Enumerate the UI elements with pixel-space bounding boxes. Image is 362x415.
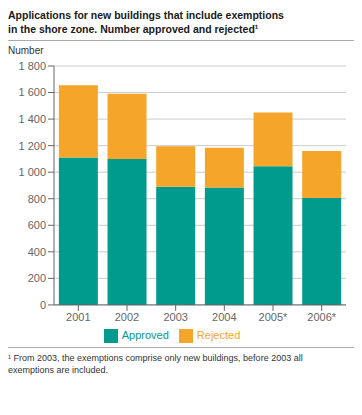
svg-text:400: 400: [28, 246, 46, 258]
svg-text:800: 800: [28, 193, 46, 205]
svg-text:2001: 2001: [66, 311, 90, 323]
svg-text:1 400: 1 400: [18, 113, 46, 125]
svg-text:2004: 2004: [212, 311, 236, 323]
svg-text:0: 0: [40, 299, 46, 311]
svg-text:1 200: 1 200: [18, 140, 46, 152]
svg-text:2003: 2003: [163, 311, 187, 323]
html-text:Number: Number: [8, 45, 44, 56]
svg-text:1 800: 1 800: [18, 60, 46, 72]
html-text:¹ From 2003, the exemptions co: ¹ From 2003, the exemptions comprise onl…: [8, 353, 303, 375]
svg-text:1 000: 1 000: [18, 166, 46, 178]
svg-text:2005*: 2005*: [259, 311, 288, 323]
svg-text:200: 200: [28, 272, 46, 284]
svg-text:2002: 2002: [115, 311, 139, 323]
html-text:Applications for new buildings: Applications for new buildings that incl…: [8, 9, 284, 35]
svg-text:1 600: 1 600: [18, 86, 46, 98]
svg-text:2006*: 2006*: [307, 311, 336, 323]
html-text:Rejected: Rejected: [196, 328, 241, 341]
html-text:Approved: Approved: [121, 328, 169, 341]
svg-text:600: 600: [28, 219, 46, 231]
